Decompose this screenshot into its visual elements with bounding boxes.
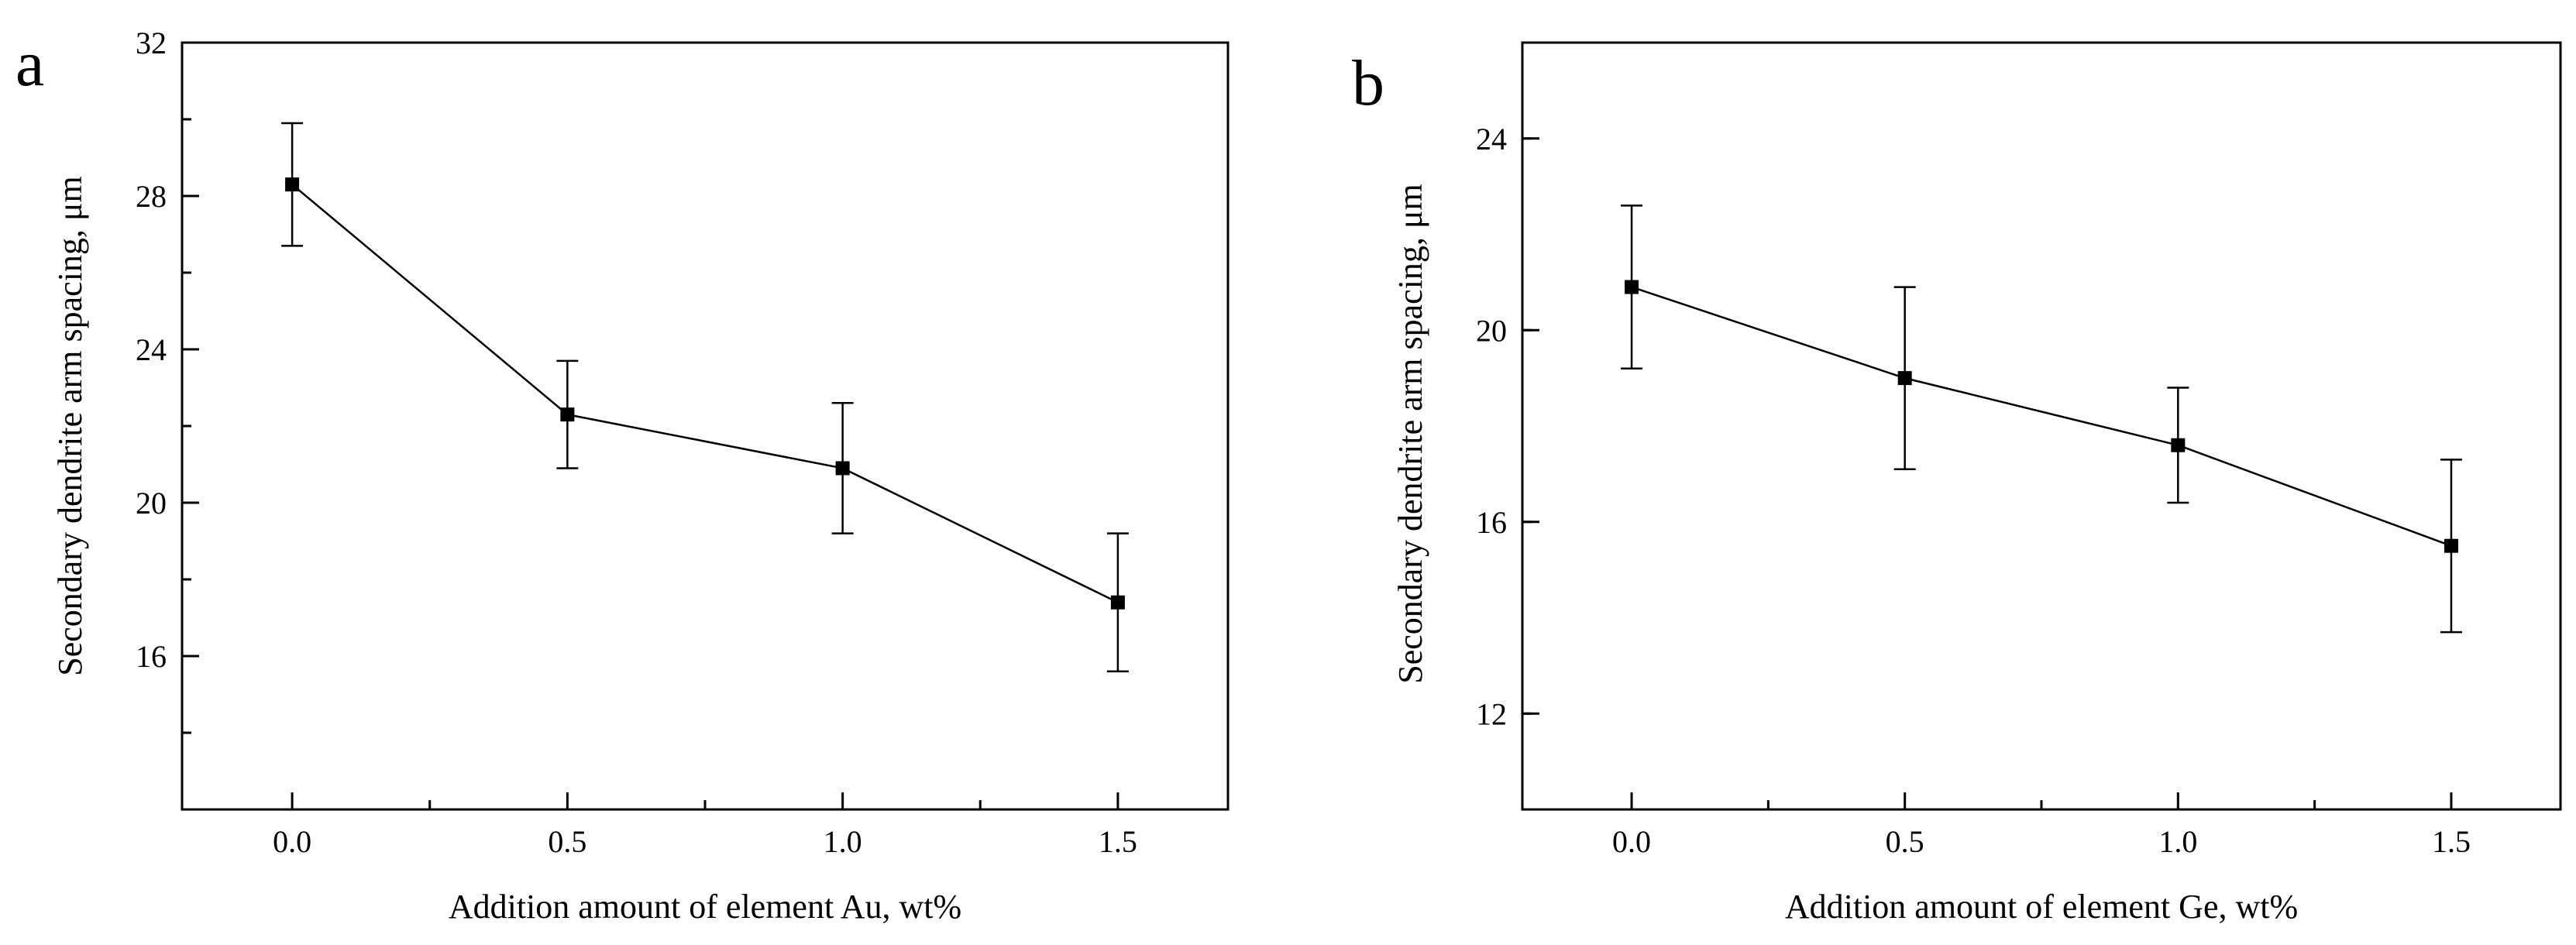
x-tick-label-a-1: 0.5: [548, 824, 586, 859]
panel-letter-a: a: [15, 28, 44, 100]
x-tick-label-b-2: 1.0: [2158, 824, 2197, 859]
y-tick-label-a-3: 28: [136, 179, 167, 214]
y-tick-label-b-2: 20: [1476, 313, 1507, 348]
x-tick-label-a-3: 1.5: [1099, 824, 1137, 859]
y-tick-label-b-0: 12: [1476, 696, 1507, 731]
x-axis-title-b: Addition amount of element Ge, wt%: [1785, 888, 2298, 926]
y-tick-label-b-1: 16: [1476, 505, 1507, 540]
data-point-b-1: [1897, 371, 1912, 386]
y-tick-label-b-3: 24: [1476, 122, 1507, 156]
data-point-a-1: [560, 407, 575, 422]
data-point-b-3: [2444, 538, 2458, 553]
x-tick-label-a-0: 0.0: [273, 824, 311, 859]
x-axis-title-a: Addition amount of element Au, wt%: [449, 888, 961, 926]
chart-panel-b: 12 16 20 24 0.0 0.5 1.0 1.5 b Addition amount o…: [1352, 41, 2562, 926]
x-tick-label-a-2: 1.0: [824, 824, 862, 859]
data-point-b-2: [2171, 438, 2186, 452]
plot-frame-b: [1521, 41, 2562, 811]
data-point-a-0: [285, 177, 300, 192]
panel-letter-b: b: [1352, 47, 1384, 119]
series-line-b: [1631, 286, 2452, 547]
data-point-a-3: [1110, 595, 1125, 610]
x-tick-label-b-1: 0.5: [1886, 824, 1924, 859]
data-point-b-0: [1625, 280, 1639, 294]
series-line-a: [291, 184, 1119, 603]
y-tick-label-a-1: 20: [136, 486, 167, 521]
y-axis-title-b: Secondary dendrite arm spacing, μm: [1391, 184, 1429, 684]
plot-frame-a: [181, 41, 1230, 811]
x-tick-label-b-0: 0.0: [1612, 824, 1651, 859]
y-tick-label-a-0: 16: [136, 639, 167, 674]
x-tick-label-b-3: 1.5: [2432, 824, 2471, 859]
y-axis-title-a: Secondary dendrite arm spacing, μm: [51, 176, 89, 676]
chart-panel-a: 16 20 24 28 32 0.0 0.5 1.0 1.5 a Addition amount…: [15, 26, 1230, 926]
y-tick-label-a-4: 32: [136, 26, 167, 60]
data-point-a-2: [835, 461, 850, 476]
y-tick-label-a-2: 24: [136, 332, 167, 367]
